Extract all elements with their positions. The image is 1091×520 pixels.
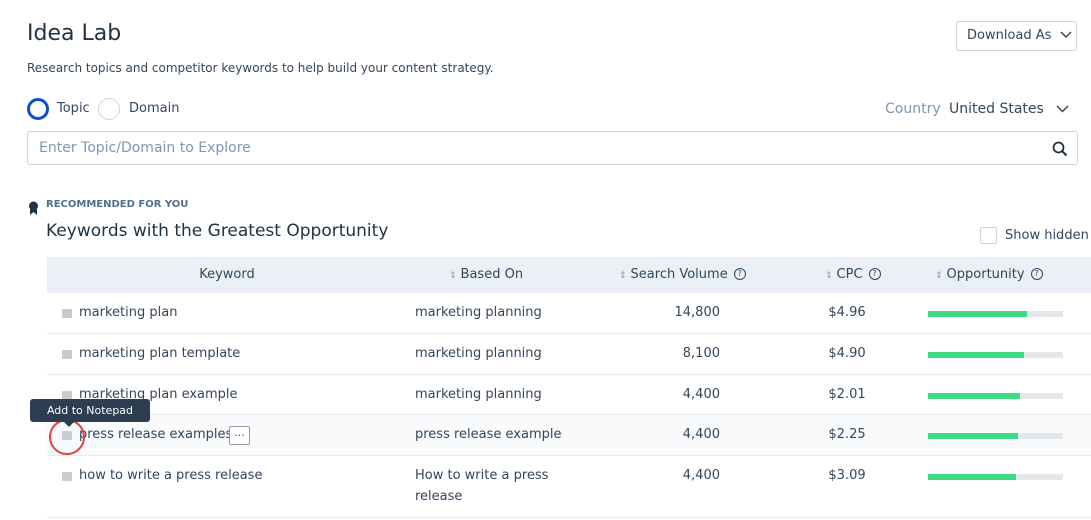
- opportunity-bar: [928, 311, 1027, 317]
- search-volume: 4,400: [682, 468, 720, 483]
- column-label: CPC: [836, 267, 863, 282]
- radio-label: Domain: [129, 101, 180, 116]
- page-subtitle: Research topics and competitor keywords …: [27, 61, 494, 75]
- opportunity-bar: [928, 393, 1020, 399]
- column-label: Based On: [460, 267, 524, 282]
- download-button[interactable]: Download As: [956, 21, 1077, 51]
- based-on: How to write a press release: [415, 468, 549, 504]
- cpc: $2.01: [828, 387, 866, 402]
- opportunity-bar: [928, 474, 1016, 480]
- column-header[interactable]: Keyword: [47, 257, 407, 293]
- column-header[interactable]: ⇕ Opportunity?: [935, 257, 1043, 293]
- search-input[interactable]: Enter Topic/Domain to Explore: [27, 131, 1078, 165]
- table-row: marketing plan template marketing plannin…: [47, 334, 1091, 375]
- table-row: marketing plan marketing planning 14,800 $4…: [47, 293, 1091, 334]
- keyword[interactable]: how to write a press release: [79, 468, 263, 483]
- column-header[interactable]: ⇕ Search Volume?: [619, 257, 746, 293]
- radio-label: Topic: [57, 101, 90, 116]
- opportunity-bar: [928, 352, 1024, 358]
- table-row: press release examples press release exam…: [47, 415, 1091, 456]
- opportunity-bar: [928, 433, 1019, 439]
- opportunity-track: [928, 474, 1063, 480]
- opportunity-track: [928, 393, 1063, 399]
- search-volume: 4,400: [682, 427, 720, 442]
- notepad-icon[interactable]: [62, 472, 72, 481]
- eyebrow: RECOMMENDED FOR YOU: [46, 199, 189, 210]
- search-volume: 14,800: [674, 305, 721, 320]
- cpc: $2.25: [828, 427, 866, 442]
- chevron: [1060, 31, 1072, 39]
- checkbox-label: Show hidden: [1005, 228, 1089, 243]
- tooltip: Add to Notepad: [30, 399, 150, 422]
- download-label: Download As: [967, 28, 1052, 43]
- cpc: $3.09: [828, 468, 866, 483]
- opportunity-track: [928, 352, 1063, 358]
- column-label: Opportunity: [946, 267, 1025, 282]
- column-label: Search Volume: [630, 267, 728, 282]
- section-title: Keywords with the Greatest Opportunity: [46, 221, 389, 241]
- country-label: Country: [885, 101, 941, 117]
- table-header: Keyword ⇕ Based On ⇕ Search Volume? ⇕ CPC? …: [47, 257, 1091, 293]
- keyword[interactable]: marketing plan template: [79, 346, 241, 361]
- tooltip-arrow: [64, 422, 74, 427]
- notepad-icon[interactable]: [62, 309, 72, 318]
- keyword[interactable]: marketing plan: [79, 305, 178, 320]
- column-label: Keyword: [199, 267, 255, 282]
- page-title: Idea Lab: [27, 21, 122, 46]
- table-row: marketing plan example marketing planning…: [47, 375, 1091, 415]
- keyword[interactable]: marketing plan example: [79, 387, 238, 402]
- opportunity-track: [928, 311, 1063, 317]
- column-header[interactable]: ⇕ Based On: [449, 267, 524, 282]
- keyword[interactable]: press release examples: [79, 427, 233, 442]
- notepad-icon[interactable]: [62, 391, 72, 400]
- radio-domain[interactable]: [98, 98, 120, 120]
- country-select[interactable]: United States: [949, 101, 1044, 117]
- based-on: marketing planning: [415, 387, 542, 402]
- ribbon-icon: [29, 201, 38, 215]
- based-on: marketing planning: [415, 346, 542, 361]
- checkbox[interactable]: [980, 227, 997, 244]
- notepad-icon[interactable]: [62, 350, 72, 359]
- based-on: press release example: [415, 427, 562, 442]
- search-icon: [1052, 141, 1068, 157]
- based-on: marketing planning: [415, 305, 542, 320]
- more-button[interactable]: ...: [229, 426, 250, 445]
- opportunity-track: [928, 433, 1063, 439]
- search-volume: 8,100: [682, 346, 720, 361]
- radio-topic[interactable]: [27, 98, 49, 120]
- chevron: [1056, 105, 1069, 113]
- search-volume: 4,400: [682, 387, 720, 402]
- column-header[interactable]: ⇕ CPC?: [825, 257, 881, 293]
- table-row: how to write a press release How to write…: [47, 456, 1091, 518]
- cpc: $4.96: [828, 305, 866, 320]
- search-placeholder: Enter Topic/Domain to Explore: [39, 140, 251, 156]
- cpc: $4.90: [828, 346, 866, 361]
